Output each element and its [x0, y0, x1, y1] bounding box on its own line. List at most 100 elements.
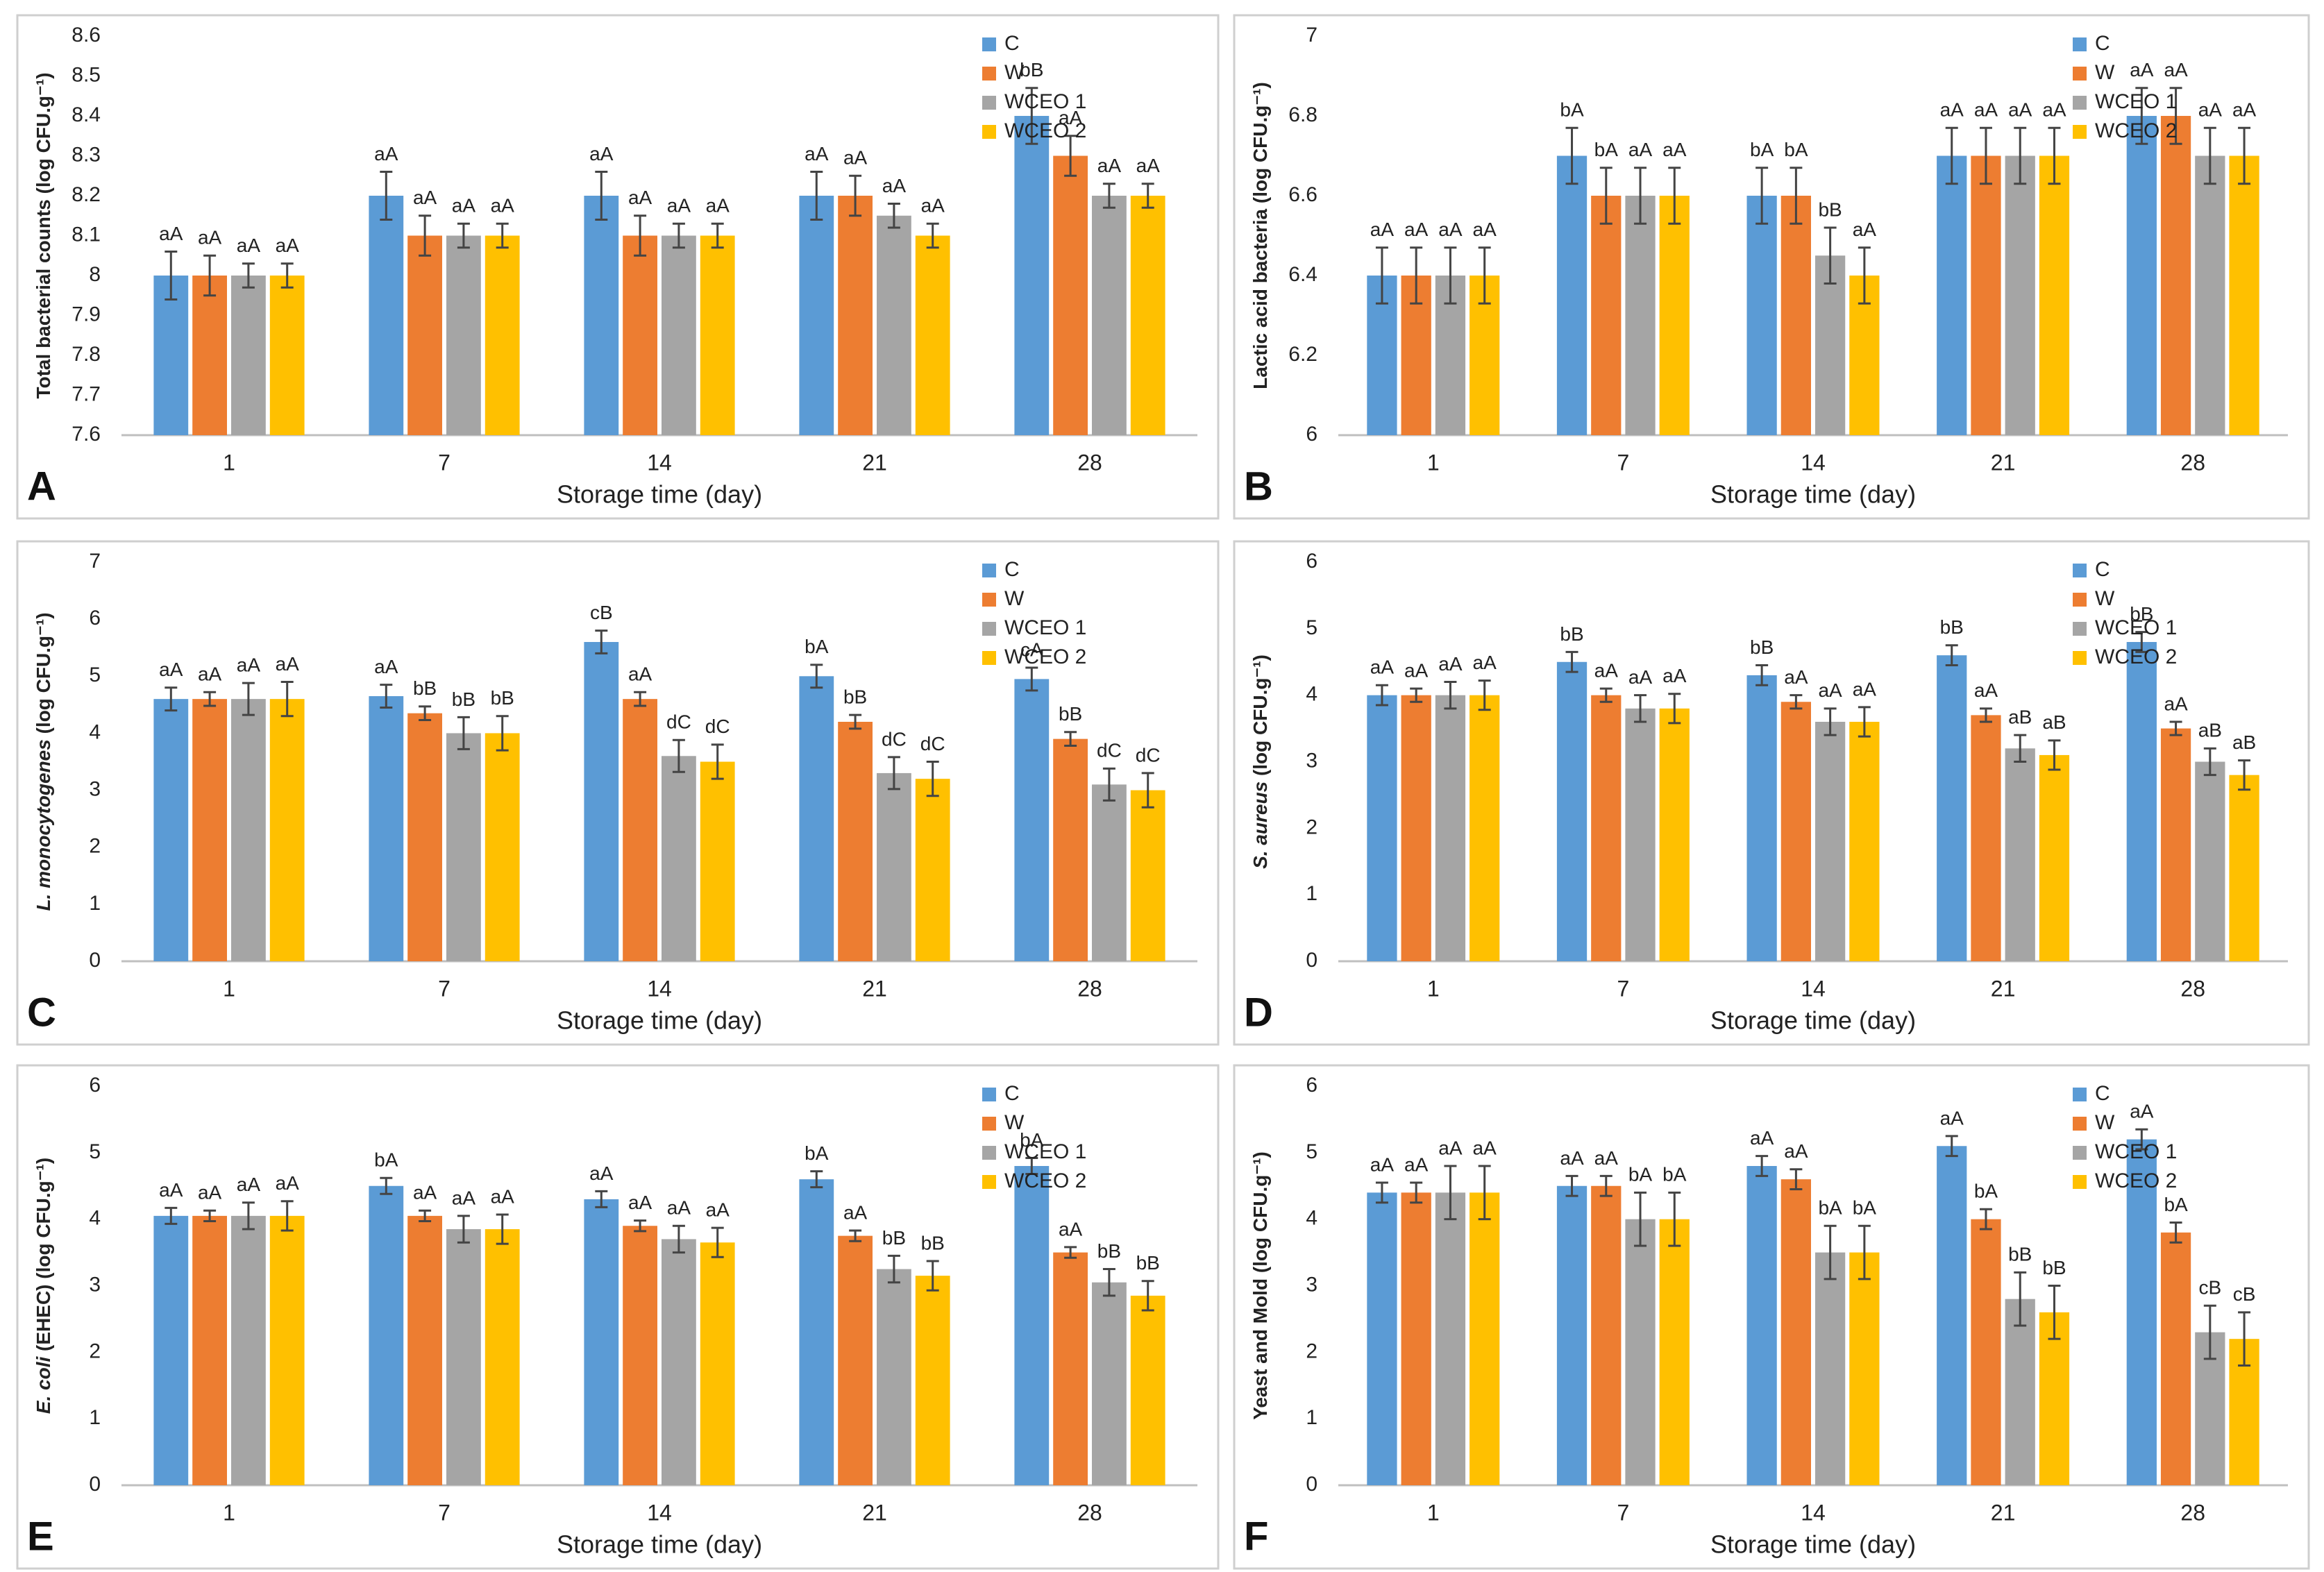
y-tick-label: 4 — [1306, 1207, 1317, 1230]
bar-annotation: aA — [159, 659, 183, 680]
error-bar — [1858, 1224, 1871, 1281]
error-bar — [2203, 1304, 2216, 1360]
y-tick-label: 5 — [1306, 1140, 1317, 1163]
x-tick-label: 28 — [2180, 450, 2205, 475]
bar-annotation: bB — [1020, 59, 1043, 81]
bar — [153, 276, 189, 435]
bar-annotation: aA — [628, 187, 652, 208]
error-bar — [242, 262, 255, 289]
bar-annotation: aA — [198, 1182, 222, 1203]
error-bar — [1565, 650, 1578, 673]
x-tick-label: 28 — [2180, 976, 2205, 1001]
bar-annotation: aA — [1473, 1137, 1497, 1158]
bar-annotation: aA — [276, 235, 300, 256]
bar — [1435, 695, 1466, 961]
y-axis-label: Total bacterial counts (log CFU.g⁻¹) — [33, 72, 54, 398]
error-bar — [1634, 1191, 1647, 1247]
bar-annotation: aA — [1662, 665, 1687, 686]
error-bar — [926, 222, 939, 249]
bar-annotation: aA — [491, 195, 515, 217]
x-tick-label: 7 — [438, 450, 451, 475]
x-tick-label: 14 — [647, 450, 672, 475]
legend-swatch — [982, 622, 996, 636]
panel: 0 1 2 3 4 5 6 S. aureus (log CFU.g⁻¹) 1 7 14 21 28 St… — [1233, 540, 2310, 1046]
bar — [1625, 1219, 1656, 1485]
y-axis-label: S. aureus (log CFU.g⁻¹) — [1249, 654, 1271, 869]
x-tick-label: 1 — [1427, 976, 1440, 1001]
error-bar — [810, 171, 823, 221]
error-bar — [1478, 246, 1491, 305]
legend-swatch — [2073, 37, 2087, 51]
bar-annotation: aA — [2042, 99, 2066, 121]
error-bar — [1102, 1268, 1115, 1297]
y-axis-label: Yeast and Mold (log CFU.g⁻¹) — [1249, 1151, 1271, 1420]
y-tick-label: 6.2 — [1288, 343, 1317, 366]
error-bar — [1375, 684, 1388, 707]
x-tick-label: 1 — [223, 1500, 235, 1525]
legend-label: W — [1004, 587, 1025, 610]
error-bar — [380, 684, 393, 709]
bar-annotation: aA — [276, 653, 300, 675]
error-bar — [1025, 87, 1038, 145]
legend-swatch — [2073, 564, 2087, 577]
panel-label: C — [27, 990, 56, 1035]
legend-label: C — [1004, 558, 1020, 581]
bar-annotation: cA — [1020, 639, 1043, 660]
legend-swatch — [982, 67, 996, 81]
y-axis-label-part: (EHEC) (log CFU.g⁻¹) — [33, 1158, 54, 1357]
error-bar — [672, 738, 685, 773]
error-bar — [595, 1190, 608, 1208]
bar — [1053, 155, 1088, 435]
error-bar — [1790, 1168, 1803, 1191]
bar-annotation: bA — [2164, 1194, 2188, 1215]
bar — [407, 235, 442, 435]
y-axis-label-part: E. coli — [33, 1356, 54, 1414]
x-tick-label: 7 — [438, 976, 451, 1001]
legend-label: WCEO 2 — [1004, 1169, 1086, 1192]
bar-annotation: aA — [628, 1192, 652, 1213]
bar-annotation: bB — [452, 688, 475, 710]
bar-annotation: aA — [452, 1187, 476, 1208]
bar-annotation: aA — [237, 235, 261, 256]
bar — [2005, 1299, 2035, 1485]
bar-annotation: aA — [843, 1201, 868, 1223]
legend-swatch — [982, 37, 996, 51]
bar-annotation: aA — [1438, 1137, 1463, 1158]
error-bar — [2238, 759, 2251, 791]
legend-label: WCEO 1 — [2095, 90, 2177, 113]
bar-annotation: aA — [198, 227, 222, 248]
bar — [877, 1269, 911, 1485]
x-tick-label: 1 — [1427, 450, 1440, 475]
error-bar — [380, 1176, 393, 1195]
bar-annotation: bB — [2008, 1244, 2032, 1265]
bar-annotation: aA — [805, 143, 829, 164]
error-bar — [887, 756, 900, 791]
legend-swatch — [982, 651, 996, 665]
y-tick-label: 4 — [1306, 683, 1317, 706]
error-bar — [849, 174, 862, 217]
legend-label: C — [2095, 32, 2110, 55]
error-bar — [203, 1209, 217, 1223]
bar-annotation: aA — [1940, 99, 1964, 121]
bar — [1746, 196, 1777, 435]
error-bar — [1858, 706, 1871, 738]
bar-annotation: aA — [843, 147, 868, 169]
bar — [799, 676, 834, 961]
bar — [1470, 1192, 1500, 1485]
y-tick-label: 3 — [1306, 1273, 1317, 1296]
error-bar — [634, 214, 647, 257]
error-bar — [419, 1209, 432, 1223]
bar-annotation: bB — [1097, 1240, 1121, 1262]
y-tick-label: 0 — [89, 949, 101, 972]
bar — [407, 713, 442, 961]
bar — [1780, 702, 1811, 961]
bar-annotation: bA — [374, 1149, 398, 1171]
x-tick-label: 28 — [1077, 976, 1102, 1001]
error-bar — [711, 743, 724, 780]
bar-annotation: aA — [1370, 219, 1395, 240]
error-bar — [1599, 167, 1613, 225]
bar — [231, 276, 266, 435]
bar — [623, 1226, 657, 1485]
error-bar — [280, 1200, 294, 1232]
y-tick-label: 2 — [1306, 815, 1317, 838]
